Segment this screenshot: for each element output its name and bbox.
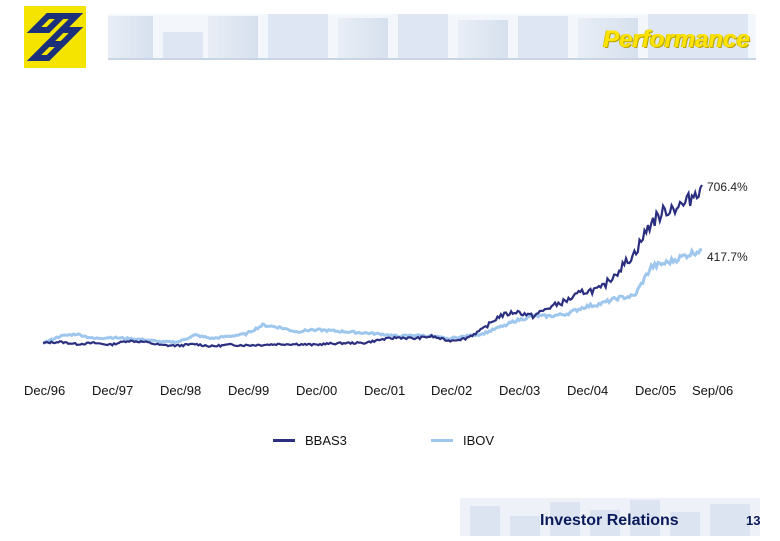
x-tick-label: Dec/99 xyxy=(228,383,270,398)
footer-banner xyxy=(460,498,760,536)
x-tick-label: Sep/06 xyxy=(692,383,734,398)
banco-do-brasil-logo-icon xyxy=(24,6,86,68)
x-tick-label: Dec/96 xyxy=(24,383,66,398)
series-line-bbas3 xyxy=(42,184,703,349)
legend-swatch-bbas3 xyxy=(273,439,295,442)
x-tick-label: Dec/01 xyxy=(364,383,406,398)
x-tick-label: Dec/05 xyxy=(635,383,677,398)
end-label-ibov: 417.7% xyxy=(707,250,748,264)
footer-label: Investor Relations xyxy=(540,512,679,529)
x-tick-label: Dec/98 xyxy=(160,383,202,398)
x-tick-label: Dec/03 xyxy=(499,383,541,398)
legend-item-bbas3: BBAS3 xyxy=(273,433,347,448)
series-line-ibov xyxy=(42,247,703,345)
page-number: 13 xyxy=(746,513,761,528)
x-tick-label: Dec/00 xyxy=(296,383,338,398)
legend-label-ibov: IBOV xyxy=(463,433,495,448)
end-label-bbas3: 706.4% xyxy=(707,180,748,194)
legend-label-bbas3: BBAS3 xyxy=(305,433,347,448)
legend-swatch-ibov xyxy=(431,439,453,442)
page-title: Performance xyxy=(603,26,750,53)
x-tick-label: Dec/02 xyxy=(431,383,473,398)
legend-item-ibov: IBOV xyxy=(431,433,494,448)
x-tick-label: Dec/97 xyxy=(92,383,134,398)
header-banner xyxy=(108,10,756,62)
x-tick-label: Dec/04 xyxy=(567,383,609,398)
